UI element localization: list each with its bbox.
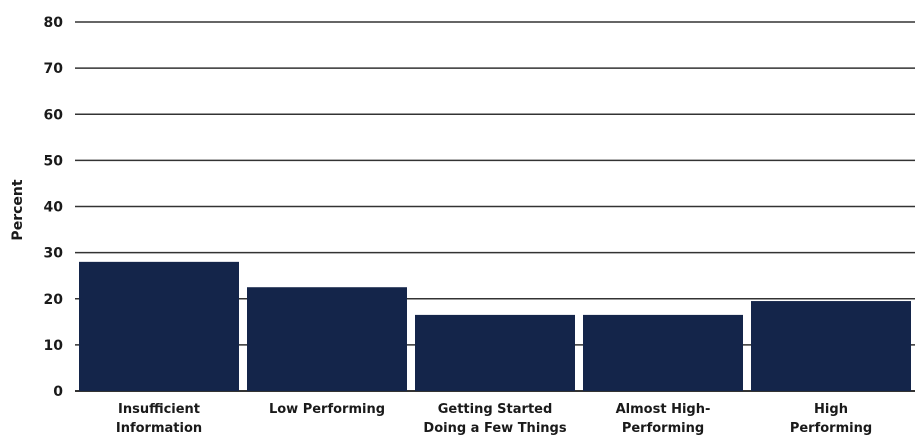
y-tick-label: 80 (44, 15, 64, 31)
y-tick-label: 10 (44, 338, 64, 354)
x-category-label: Getting Started (438, 402, 553, 417)
bar (751, 301, 911, 391)
y-tick-label: 70 (44, 61, 64, 77)
bar (415, 314, 575, 391)
bars (79, 261, 911, 391)
y-tick-label: 30 (44, 246, 64, 262)
x-category-labels: Insufficient Information Low Performing Get… (116, 402, 872, 436)
y-tick-label: 40 (44, 200, 64, 216)
y-tick-label: 0 (53, 384, 63, 400)
bar (247, 287, 407, 391)
x-category-label: Performing (790, 421, 872, 436)
x-category-label: Doing a Few Things (423, 421, 566, 436)
x-category-label: Almost High- (616, 402, 711, 417)
x-category-label: Insufficient (118, 402, 200, 417)
x-category-label: Performing (622, 421, 704, 436)
bar (79, 261, 239, 391)
y-tick-labels: 0 10 20 30 40 50 60 70 80 (44, 15, 64, 400)
x-category-label: Low Performing (269, 402, 385, 417)
x-category-label: Information (116, 421, 202, 436)
y-tick-label: 60 (44, 107, 64, 123)
y-tick-label: 20 (44, 292, 64, 308)
bar (583, 314, 743, 391)
y-axis-label: Percent (10, 179, 26, 240)
y-tick-label: 50 (44, 153, 64, 169)
x-category-label: High (814, 402, 848, 417)
